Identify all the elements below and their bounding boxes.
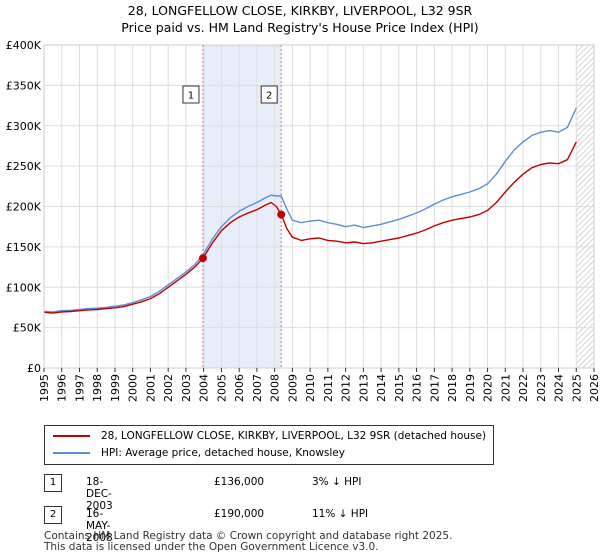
transaction-price: £190,000 — [214, 508, 265, 520]
x-tick-label: 2015 — [393, 374, 406, 402]
x-tick-label: 2018 — [446, 374, 459, 402]
chart-title: 28, LONGFELLOW CLOSE, KIRKBY, LIVERPOOL,… — [127, 3, 473, 18]
legend-item-property: 28, LONGFELLOW CLOSE, KIRKBY, LIVERPOOL,… — [53, 428, 486, 444]
x-tick-label: 2017 — [428, 374, 441, 402]
event-label-box — [260, 85, 278, 104]
y-tick-label: £400K — [6, 39, 42, 52]
x-tick-label: 2021 — [499, 374, 512, 402]
property-price-line — [43, 141, 577, 314]
x-tick-label: 2026 — [588, 374, 600, 402]
x-tick-label: 2003 — [180, 374, 193, 402]
y-tick-label: £200K — [6, 201, 42, 214]
x-tick-label: 2001 — [144, 374, 157, 402]
x-tick-label: 2004 — [198, 374, 211, 402]
sale-point — [277, 210, 286, 219]
chart-subtitle: Price paid vs. HM Land Registry's House … — [121, 20, 479, 35]
event-label-box — [182, 85, 200, 104]
transaction-price: £136,000 — [214, 476, 265, 488]
footer-licence: This data is licensed under the Open Gov… — [44, 541, 379, 553]
x-tick-label: 2008 — [269, 374, 282, 402]
y-tick-label: £300K — [6, 120, 42, 133]
sale-point — [198, 254, 207, 263]
hpi-line — [43, 107, 577, 313]
x-tick-label: 2023 — [535, 374, 548, 402]
x-tick-label: 2020 — [482, 374, 495, 402]
x-tick-label: 2019 — [464, 374, 477, 402]
x-tick-label: 2007 — [251, 374, 264, 402]
legend-swatch-property — [53, 435, 90, 437]
legend-item-hpi: HPI: Average price, detached house, Know… — [53, 445, 345, 461]
legend: 28, LONGFELLOW CLOSE, KIRKBY, LIVERPOOL,… — [44, 425, 494, 465]
x-tick-label: 2025 — [570, 374, 583, 402]
x-tick-label: 2009 — [286, 374, 299, 402]
x-tick-label: 2012 — [340, 374, 353, 402]
transaction-date: 16-MAY-2008 — [86, 508, 113, 544]
event-label: 2 — [266, 91, 272, 102]
x-tick-label: 2013 — [357, 374, 370, 402]
x-tick-label: 2010 — [304, 374, 317, 402]
y-tick-label: £0 — [27, 362, 41, 375]
x-tick-label: 2000 — [127, 374, 140, 402]
x-tick-label: 1998 — [91, 374, 104, 402]
plot-border — [43, 44, 595, 369]
footer-copyright: Contains HM Land Registry data © Crown c… — [44, 530, 453, 542]
transaction-hpi-diff: 3% ↓ HPI — [312, 476, 362, 488]
x-tick-label: 2016 — [411, 374, 424, 402]
x-tick-label: 2005 — [215, 374, 228, 402]
x-tick-label: 2014 — [375, 374, 388, 402]
y-tick-label: £100K — [6, 281, 42, 294]
transaction-hpi-diff: 11% ↓ HPI — [312, 508, 369, 520]
x-tick-label: 1999 — [109, 374, 122, 402]
legend-label-hpi: HPI: Average price, detached house, Know… — [101, 447, 345, 459]
x-tick-label: 1997 — [73, 374, 86, 402]
footer: Contains HM Land Registry data © Crown c… — [44, 531, 452, 553]
legend-label-property: 28, LONGFELLOW CLOSE, KIRKBY, LIVERPOOL,… — [101, 430, 487, 442]
x-tick-label: 2011 — [322, 374, 335, 402]
x-tick-label: 2024 — [553, 374, 566, 402]
x-tick-label: 2022 — [517, 374, 530, 402]
event-label: 1 — [188, 91, 194, 102]
transaction-number: 1 — [44, 474, 62, 492]
transaction-number: 2 — [44, 506, 62, 524]
x-tick-label: 1996 — [56, 374, 69, 402]
price-chart: 1 2 £0 £50K £100K £150K £200K £250K £300K £350K £4… — [6, 39, 600, 402]
y-tick-label: £150K — [6, 241, 42, 254]
y-tick-label: £50K — [13, 322, 42, 335]
y-tick-label: £250K — [6, 160, 42, 173]
transaction-date: 18-DEC-2003 — [86, 476, 113, 512]
x-tick-label: 2006 — [233, 374, 246, 402]
y-tick-label: £350K — [6, 79, 42, 92]
x-tick-label: 2002 — [162, 374, 175, 402]
legend-swatch-hpi — [53, 452, 90, 454]
x-tick-label: 1995 — [38, 374, 51, 402]
